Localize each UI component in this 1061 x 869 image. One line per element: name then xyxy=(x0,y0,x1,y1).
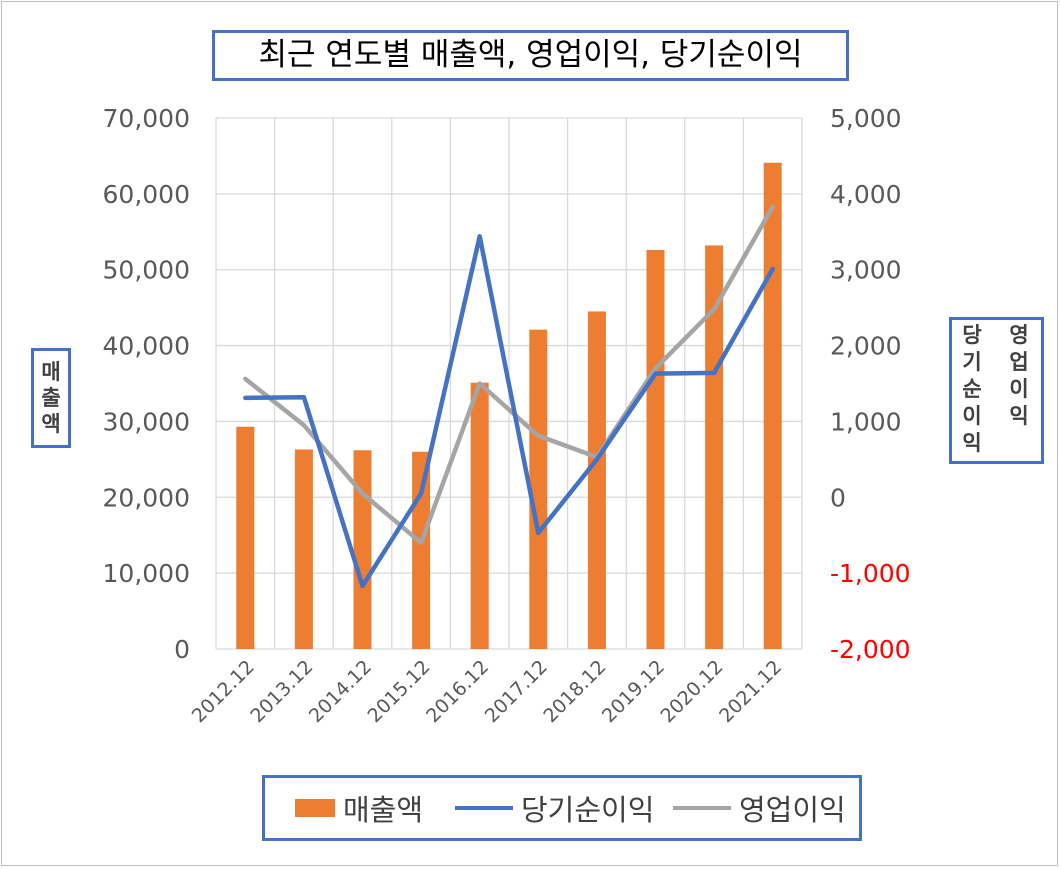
x-tick-label: 2019.12 xyxy=(598,656,669,727)
right-axis-label-secondary: 당기순이익 xyxy=(962,323,982,455)
x-tick-label: 2015.12 xyxy=(364,656,435,727)
bar-revenue xyxy=(705,245,724,649)
bar-revenue xyxy=(587,311,606,649)
left-axis-label-box: 매출액 xyxy=(31,348,71,448)
left-tick-label: 50,000 xyxy=(103,256,190,285)
bar-revenue xyxy=(412,451,431,649)
legend-swatch-revenue xyxy=(295,799,335,817)
legend-swatch-net-income xyxy=(455,806,513,810)
bar-revenue xyxy=(353,450,372,649)
x-tick-label: 2018.12 xyxy=(539,656,610,727)
x-tick-label: 2014.12 xyxy=(305,656,376,727)
right-tick-label: 1,000 xyxy=(830,407,902,436)
bar-revenue xyxy=(236,426,255,649)
right-tick-label: -2,000 xyxy=(830,635,911,664)
bar-revenue xyxy=(529,329,548,649)
right-tick-label: 5,000 xyxy=(830,104,902,133)
left-tick-label: 40,000 xyxy=(103,332,190,361)
x-tick-label: 2020.12 xyxy=(657,656,728,727)
bar-revenue xyxy=(470,382,489,649)
chart-title: 최근 연도별 매출액, 영업이익, 당기순이익 xyxy=(212,30,849,81)
right-tick-label: 3,000 xyxy=(830,256,902,285)
right-axis-label-box: 당기순이익 영업이익 xyxy=(949,317,1044,464)
bar-revenue xyxy=(646,249,665,649)
bar-revenue xyxy=(763,162,782,649)
legend-item-revenue: 매출액 xyxy=(295,778,423,838)
x-tick-label: 2017.12 xyxy=(481,656,552,727)
x-tick-label: 2012.12 xyxy=(188,656,259,727)
right-tick-label: 0 xyxy=(830,483,846,512)
x-tick-label: 2016.12 xyxy=(422,656,493,727)
legend-item-net-income: 당기순이익 xyxy=(455,778,654,838)
legend-swatch-operating-income xyxy=(673,806,731,810)
right-axis-label-primary: 영업이익 xyxy=(1009,323,1029,428)
legend-label-operating-income: 영업이익 xyxy=(739,793,846,827)
x-tick-label: 2021.12 xyxy=(715,656,786,727)
left-tick-label: 20,000 xyxy=(103,483,190,512)
legend-label-revenue: 매출액 xyxy=(343,793,424,827)
left-tick-label: 60,000 xyxy=(103,180,190,209)
right-tick-label: 2,000 xyxy=(830,332,902,361)
legend-item-operating-income: 영업이익 xyxy=(673,778,846,838)
line-net-income xyxy=(243,234,775,589)
bar-revenue xyxy=(294,449,313,649)
line-operating-income xyxy=(243,204,775,546)
left-tick-label: 30,000 xyxy=(103,407,190,436)
left-tick-label: 10,000 xyxy=(103,559,190,588)
right-tick-label: -1,000 xyxy=(830,559,911,588)
legend: 매출액 당기순이익 영업이익 xyxy=(262,775,862,841)
legend-label-net-income: 당기순이익 xyxy=(521,793,655,827)
right-tick-label: 4,000 xyxy=(830,180,902,209)
left-tick-label: 0 xyxy=(174,635,190,664)
left-axis-label: 매출액 xyxy=(41,360,61,436)
x-tick-label: 2013.12 xyxy=(246,656,317,727)
left-tick-label: 70,000 xyxy=(103,104,190,133)
